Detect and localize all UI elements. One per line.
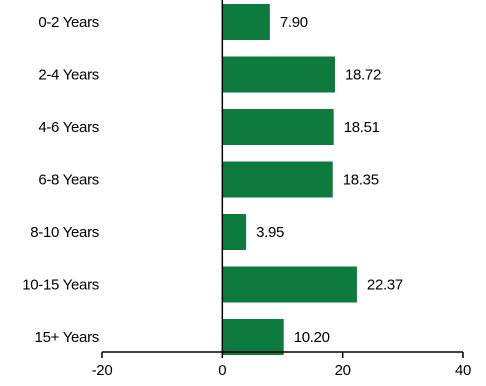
category-label: 2-4 Years (38, 67, 99, 84)
category-label: 6-8 Years (38, 172, 99, 189)
data-label: 18.35 (343, 172, 379, 189)
bar (222, 214, 247, 250)
x-tick-label: 40 (455, 362, 471, 379)
labels-layer: 0-2 Years 7.90 2-4 Years 18.72 4-6 Years 18.5… (22, 14, 471, 379)
data-label: 22.37 (367, 277, 403, 294)
bar (222, 319, 284, 355)
bars-layer (222, 4, 357, 355)
data-label: 10.20 (294, 329, 330, 346)
category-label: 0-2 Years (38, 14, 99, 31)
category-label: 4-6 Years (38, 119, 99, 136)
category-label: 10-15 Years (22, 277, 99, 294)
bar (222, 4, 270, 40)
bar (222, 161, 333, 198)
x-tick-label: 0 (218, 362, 226, 379)
bar (222, 109, 334, 145)
bar (222, 56, 335, 93)
x-tick-label: 20 (335, 362, 351, 379)
category-label: 15+ Years (35, 329, 99, 346)
data-label: 7.90 (280, 14, 308, 31)
data-label: 18.51 (344, 119, 380, 136)
data-label: 3.95 (256, 224, 284, 241)
bar (222, 266, 357, 303)
axis-layer (101, 0, 464, 358)
data-label: 18.72 (345, 67, 381, 84)
category-label: 8-10 Years (30, 224, 99, 241)
x-tick-label: -20 (92, 362, 113, 379)
